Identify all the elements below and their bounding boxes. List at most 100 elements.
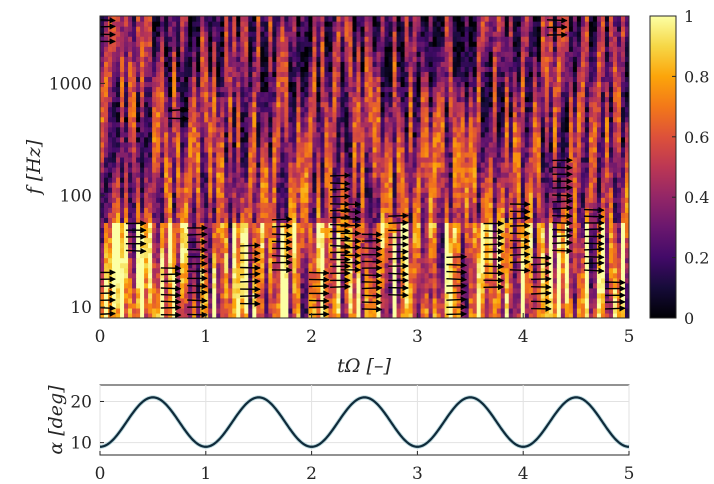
- heatmap-cell: [348, 287, 354, 294]
- heatmap-cell: [604, 192, 610, 198]
- heatmap-cell: [312, 192, 318, 198]
- heatmap-cell: [232, 177, 237, 183]
- heatmap-cell: [224, 262, 229, 269]
- heatmap-cell: [104, 287, 109, 294]
- heatmap-cell: [192, 287, 197, 294]
- heatmap-cell: [368, 146, 374, 153]
- heatmap-cell: [464, 242, 470, 249]
- heatmap-cell: [212, 272, 217, 279]
- heatmap-cell: [188, 182, 193, 188]
- heatmap-cell: [388, 202, 394, 208]
- heatmap-cell: [624, 282, 629, 289]
- heatmap-cell: [140, 282, 145, 289]
- heatmap-cell: [132, 282, 137, 289]
- heatmap-cell: [380, 237, 386, 244]
- heatmap-cell: [580, 161, 586, 168]
- heatmap-cell: [456, 222, 462, 228]
- heatmap-cell: [216, 312, 221, 318]
- heatmap-cell: [272, 161, 277, 168]
- heatmap-cell: [316, 252, 322, 259]
- heatmap-cell: [316, 257, 322, 264]
- heatmap-cell: [592, 237, 598, 244]
- heatmap-cell: [576, 237, 582, 244]
- heatmap-cell: [452, 272, 458, 279]
- heatmap-cell: [144, 307, 149, 314]
- heatmap-cell: [548, 136, 554, 143]
- heatmap-cell: [576, 146, 582, 153]
- heatmap-cell: [388, 172, 394, 178]
- heatmap-cell: [420, 267, 426, 274]
- heatmap-cell: [120, 192, 125, 198]
- heatmap-cell: [216, 307, 221, 314]
- heatmap-cell: [156, 252, 161, 259]
- heatmap-cell: [164, 202, 169, 208]
- heatmap-cell: [152, 141, 157, 148]
- heatmap-cell: [164, 172, 169, 178]
- heatmap-cell: [292, 212, 297, 218]
- heatmap-cell: [604, 267, 610, 274]
- heatmap-cell: [444, 307, 450, 314]
- heatmap-cell: [540, 277, 546, 284]
- heatmap-cell: [492, 262, 498, 269]
- heatmap-cell: [416, 131, 422, 138]
- heatmap-cell: [476, 161, 482, 168]
- heatmap-cell: [124, 252, 129, 259]
- heatmap-cell: [132, 192, 137, 198]
- heatmap-cell: [552, 297, 558, 304]
- heatmap-cell: [384, 312, 390, 318]
- heatmap-cell: [220, 247, 225, 254]
- heatmap-cell: [228, 202, 233, 208]
- heatmap-cell: [228, 227, 233, 234]
- heatmap-cell: [300, 217, 305, 223]
- heatmap-cell: [444, 302, 450, 309]
- heatmap-cell: [352, 177, 358, 183]
- heatmap-cell: [292, 227, 297, 234]
- heatmap-cell: [536, 136, 542, 143]
- heatmap-cell: [312, 202, 318, 208]
- heatmap-cell: [124, 282, 129, 289]
- heatmap-cell: [592, 187, 598, 193]
- heatmap-cell: [560, 212, 566, 218]
- heatmap-cell: [608, 252, 614, 259]
- heatmap-cell: [460, 217, 466, 223]
- heatmap-cell: [544, 242, 550, 249]
- heatmap-cell: [176, 187, 181, 193]
- heatmap-cell: [204, 167, 209, 173]
- heatmap-cell: [160, 302, 165, 309]
- heatmap-cell: [116, 172, 121, 178]
- heatmap-cell: [476, 257, 482, 264]
- heatmap-cell: [520, 182, 526, 188]
- heatmap-cell: [340, 212, 346, 218]
- heatmap-cell: [468, 297, 474, 304]
- heatmap-cell: [420, 262, 426, 269]
- heatmap-cell: [436, 312, 442, 318]
- heatmap-cell: [216, 287, 221, 294]
- heatmap-cell: [124, 207, 129, 213]
- heatmap-cell: [240, 282, 245, 289]
- heatmap-cell: [528, 287, 534, 294]
- heatmap-cell: [376, 312, 382, 318]
- heatmap-cell: [208, 156, 213, 163]
- heatmap-cell: [392, 252, 398, 259]
- heatmap-cell: [584, 217, 590, 223]
- heatmap-cell: [368, 297, 374, 304]
- heatmap-cell: [160, 131, 165, 138]
- heatmap-cell: [488, 182, 494, 188]
- heatmap-cell: [100, 262, 105, 269]
- heatmap-cell: [292, 187, 297, 193]
- heatmap-cell: [448, 161, 454, 168]
- heatmap-cell: [520, 307, 526, 314]
- heatmap-cell: [348, 167, 354, 173]
- heatmap-cell: [512, 126, 518, 133]
- heatmap-cell: [524, 287, 530, 294]
- heatmap-cell: [444, 187, 450, 193]
- heatmap-cell: [524, 292, 530, 299]
- heatmap-cell: [140, 192, 145, 198]
- heatmap-cell: [140, 212, 145, 218]
- heatmap-cell: [284, 182, 289, 188]
- heatmap-cell: [452, 267, 458, 274]
- heatmap-cell: [520, 177, 526, 183]
- heatmap-cell: [304, 217, 309, 223]
- heatmap-cell: [228, 297, 233, 304]
- heatmap-cell: [512, 141, 518, 148]
